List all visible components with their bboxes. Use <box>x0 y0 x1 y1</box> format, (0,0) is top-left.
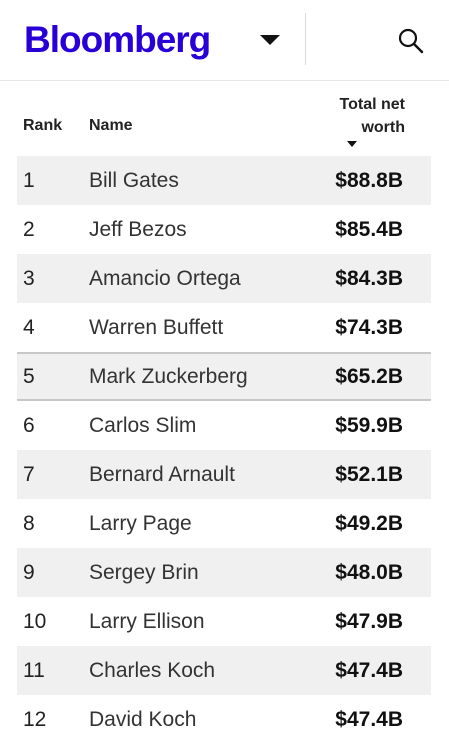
net-worth-header-line2: worth <box>361 119 405 136</box>
name-cell: Warren Buffett <box>89 316 224 339</box>
table-row[interactable]: 7 Bernard Arnault $52.1B <box>0 450 449 499</box>
sort-descending-icon <box>347 141 357 147</box>
search-button[interactable] <box>394 24 428 58</box>
table-row[interactable]: 1 Bill Gates $88.8B <box>0 156 449 205</box>
rank-cell: 2 <box>23 218 35 241</box>
name-cell: Sergey Brin <box>89 561 199 584</box>
rank-cell: 1 <box>23 169 35 192</box>
rank-cell: 6 <box>23 414 35 437</box>
row-background <box>17 156 431 205</box>
name-cell: Charles Koch <box>89 659 216 682</box>
row-background <box>17 352 431 401</box>
rank-cell: 7 <box>23 463 35 486</box>
net-worth-header-line1: Total net <box>339 96 405 113</box>
rank-cell: 3 <box>23 267 35 290</box>
table-row[interactable]: 5 Mark Zuckerberg $65.2B <box>0 352 449 401</box>
table-row[interactable]: 11 Charles Koch $47.4B <box>0 646 449 695</box>
table-header: Rank Name Total net worth <box>0 80 449 156</box>
name-cell: David Koch <box>89 708 197 731</box>
name-cell: Larry Page <box>89 512 192 535</box>
rank-cell: 10 <box>23 610 47 633</box>
table-row[interactable]: 10 Larry Ellison $47.9B <box>0 597 449 646</box>
search-icon <box>398 28 424 54</box>
net-worth-cell: $88.8B <box>335 169 403 192</box>
row-background <box>17 254 431 303</box>
table-row[interactable]: 12 David Koch $47.4B <box>0 695 449 744</box>
net-worth-cell: $47.9B <box>335 610 403 633</box>
menu-dropdown-button[interactable] <box>252 24 288 56</box>
rank-cell: 8 <box>23 512 35 535</box>
net-worth-cell: $59.9B <box>335 414 403 437</box>
name-cell: Carlos Slim <box>89 414 197 437</box>
name-cell: Larry Ellison <box>89 610 205 633</box>
name-cell: Bernard Arnault <box>89 463 235 486</box>
table-row[interactable]: 9 Sergey Brin $48.0B <box>0 548 449 597</box>
header: Bloomberg <box>0 0 449 81</box>
table-row[interactable]: 6 Carlos Slim $59.9B <box>0 401 449 450</box>
column-header-rank[interactable]: Rank <box>23 117 63 134</box>
chevron-down-icon <box>260 35 280 45</box>
header-divider <box>305 13 306 65</box>
table-row[interactable]: 2 Jeff Bezos $85.4B <box>0 205 449 254</box>
column-header-name[interactable]: Name <box>89 117 133 134</box>
name-cell: Jeff Bezos <box>89 218 187 241</box>
net-worth-cell: $48.0B <box>335 561 403 584</box>
table-body: 1 Bill Gates $88.8B 2 Jeff Bezos $85.4B 3 Amanc… <box>0 156 449 744</box>
rank-cell: 5 <box>23 365 35 388</box>
table-row[interactable]: 4 Warren Buffett $74.3B <box>0 303 449 352</box>
table-row[interactable]: 8 Larry Page $49.2B <box>0 499 449 548</box>
row-background <box>17 548 431 597</box>
net-worth-cell: $85.4B <box>335 218 403 241</box>
table-row[interactable]: 3 Amancio Ortega $84.3B <box>0 254 449 303</box>
net-worth-cell: $47.4B <box>335 659 403 682</box>
column-header-net-worth[interactable]: Total net worth <box>315 93 405 139</box>
net-worth-cell: $49.2B <box>335 512 403 535</box>
name-cell: Bill Gates <box>89 169 179 192</box>
row-background <box>17 646 431 695</box>
bloomberg-logo[interactable]: Bloomberg <box>24 19 211 60</box>
net-worth-cell: $52.1B <box>335 463 403 486</box>
net-worth-cell: $74.3B <box>335 316 403 339</box>
rank-cell: 12 <box>23 708 47 731</box>
name-cell: Amancio Ortega <box>89 267 241 290</box>
rank-cell: 9 <box>23 561 35 584</box>
row-background <box>17 450 431 499</box>
net-worth-cell: $47.4B <box>335 708 403 731</box>
name-cell: Mark Zuckerberg <box>89 365 248 388</box>
net-worth-cell: $65.2B <box>335 365 403 388</box>
rank-cell: 11 <box>23 659 45 682</box>
net-worth-cell: $84.3B <box>335 267 403 290</box>
rank-cell: 4 <box>23 316 35 339</box>
